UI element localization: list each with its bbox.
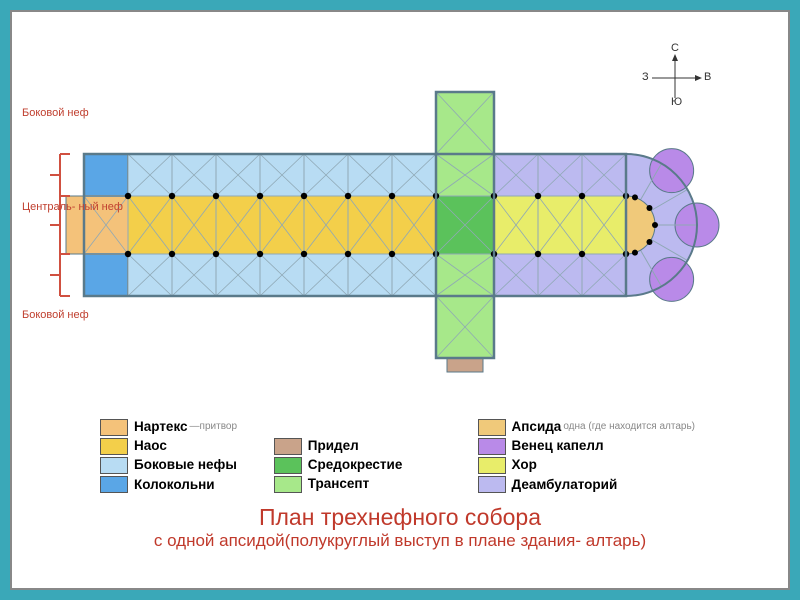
legend-item: Колокольни (100, 476, 270, 494)
legend: Нартекс—притворНаосБоковые нефы Колокольн… (100, 418, 740, 495)
diagram-title: План трехнефного собора (30, 504, 770, 531)
legend-item: Боковые нефы (100, 456, 270, 474)
legend-item: Деамбулаторий (478, 476, 738, 494)
diagram-subtitle: с одной апсидой(полукруглый выступ в пла… (30, 531, 770, 551)
title-block: План трехнефного собора с одной апсидой(… (30, 504, 770, 551)
label-side-aisle-top: Боковой неф (22, 108, 89, 120)
legend-item: Венец капелл (478, 437, 738, 455)
legend-item: Средокрестие (274, 456, 434, 474)
legend-item: Придел (274, 437, 434, 455)
label-side-aisle-bot: Боковой неф (22, 310, 89, 322)
legend-item: Наос (100, 437, 270, 455)
legend-item: Трансепт (274, 475, 434, 493)
legend-item: Хор (478, 456, 738, 474)
compass: С В Ю З (640, 48, 710, 108)
legend-item: Нартекс—притвор (100, 418, 270, 436)
legend-item: Апсидаодна (где находится алтарь) (478, 418, 738, 436)
label-central-aisle: Централь- ный неф (22, 202, 123, 214)
